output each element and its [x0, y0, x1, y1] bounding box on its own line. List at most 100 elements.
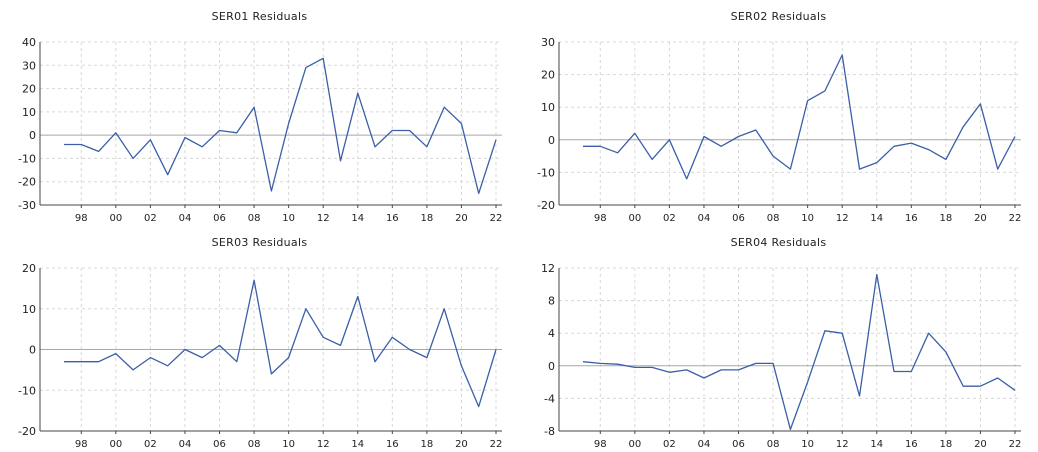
- x-tick-label: 08: [767, 439, 780, 450]
- data-point: [685, 369, 687, 371]
- x-tick-label: 22: [490, 439, 503, 450]
- y-tick-label: -8: [544, 425, 555, 438]
- y-tick-label: -20: [537, 199, 555, 212]
- data-point: [876, 273, 878, 275]
- chart-panel-ser01: SER01 Residuals -30 -20 -10 0 10 20 30 40 98 00 02…: [0, 0, 519, 226]
- y-tick-label: 30: [22, 59, 36, 72]
- data-point: [927, 332, 929, 334]
- x-tick-label: 10: [801, 439, 814, 450]
- data-point: [720, 145, 722, 147]
- data-point: [495, 348, 497, 350]
- y-tick-label: 0: [29, 129, 36, 142]
- chart-title: SER03 Residuals: [211, 236, 308, 249]
- data-point: [893, 370, 895, 372]
- residuals-line: [582, 273, 1016, 431]
- data-point: [634, 366, 636, 368]
- data-point: [634, 132, 636, 134]
- data-point: [426, 356, 428, 358]
- data-point: [357, 92, 359, 94]
- data-point: [115, 132, 117, 134]
- x-tick-label: 00: [628, 439, 641, 450]
- data-point: [945, 351, 947, 353]
- x-tick-label: 18: [421, 439, 434, 450]
- data-point: [582, 145, 584, 147]
- data-point: [858, 395, 860, 397]
- x-tick-label: 16: [905, 213, 918, 224]
- chart-title: SER01 Residuals: [211, 10, 308, 23]
- data-point: [737, 369, 739, 371]
- data-point: [408, 348, 410, 350]
- y-tick-label: 20: [22, 83, 36, 96]
- data-point: [582, 361, 584, 363]
- y-tick-label: 10: [541, 101, 555, 114]
- data-point: [80, 143, 82, 145]
- data-point: [1014, 135, 1016, 137]
- x-tick-label: 20: [974, 439, 987, 450]
- data-point: [806, 99, 808, 101]
- x-tick-label: 12: [317, 439, 330, 450]
- data-point: [322, 57, 324, 59]
- x-tick-label: 14: [351, 213, 364, 224]
- y-tick-label: -10: [18, 152, 36, 165]
- data-point: [858, 168, 860, 170]
- data-point: [253, 106, 255, 108]
- x-tick-label: 02: [663, 213, 676, 224]
- x-tick-label: 06: [732, 213, 745, 224]
- data-point: [357, 295, 359, 297]
- data-point: [460, 122, 462, 124]
- chart-title: SER02 Residuals: [730, 10, 827, 23]
- data-point: [685, 178, 687, 180]
- data-point: [322, 336, 324, 338]
- data-point: [218, 344, 220, 346]
- data-point: [287, 356, 289, 358]
- chart-panel-ser03: SER03 Residuals -20 -10 0 10 20 98 00 02 04 06 08 1…: [0, 226, 519, 452]
- y-tick-label: 0: [548, 134, 555, 147]
- data-point: [305, 308, 307, 310]
- data-point: [997, 377, 999, 379]
- chart-panel-ser04: SER04 Residuals -8 -4 0 4 8 12 98 00 02 04 06 08 10 1…: [519, 226, 1038, 452]
- x-tick-label: 12: [317, 213, 330, 224]
- x-tick-label: 18: [940, 439, 953, 450]
- x-tick-label: 98: [75, 439, 88, 450]
- x-tick-label: 02: [144, 439, 157, 450]
- data-point: [408, 129, 410, 131]
- data-point: [166, 365, 168, 367]
- x-tick-label: 08: [767, 213, 780, 224]
- data-point: [166, 174, 168, 176]
- data-point: [668, 371, 670, 373]
- data-point: [651, 158, 653, 160]
- y-tick-label: -10: [18, 384, 36, 397]
- data-point: [184, 136, 186, 138]
- data-point: [789, 168, 791, 170]
- x-tick-label: 10: [282, 213, 295, 224]
- data-point: [460, 365, 462, 367]
- x-tick-label: 18: [421, 213, 434, 224]
- data-point: [997, 168, 999, 170]
- data-point: [443, 106, 445, 108]
- x-tick-label: 10: [801, 213, 814, 224]
- data-point: [236, 361, 238, 363]
- data-point: [893, 145, 895, 147]
- data-point: [841, 332, 843, 334]
- data-point: [478, 405, 480, 407]
- data-point: [236, 132, 238, 134]
- data-point: [132, 369, 134, 371]
- y-tick-label: 12: [541, 262, 555, 275]
- x-tick-label: 02: [144, 213, 157, 224]
- x-tick-label: 20: [974, 213, 987, 224]
- x-tick-label: 22: [490, 213, 503, 224]
- y-tick-label: 8: [548, 295, 555, 308]
- x-tick-label: 22: [1009, 213, 1022, 224]
- data-point: [876, 161, 878, 163]
- x-tick-label: 08: [248, 213, 261, 224]
- data-point: [478, 192, 480, 194]
- y-tick-label: 40: [22, 36, 36, 49]
- data-point: [374, 146, 376, 148]
- data-point: [80, 361, 82, 363]
- chart-ser01: -30 -20 -10 0 10 20 30 40 98 00 02 04 06 08 10 12 14 16 18…: [18, 36, 503, 224]
- x-tick-label: 16: [386, 213, 399, 224]
- data-point: [806, 381, 808, 383]
- chart-panel-ser02: SER02 Residuals -20 -10 0 10 20 30 98 00 02 04 06 0…: [519, 0, 1038, 226]
- data-point: [945, 158, 947, 160]
